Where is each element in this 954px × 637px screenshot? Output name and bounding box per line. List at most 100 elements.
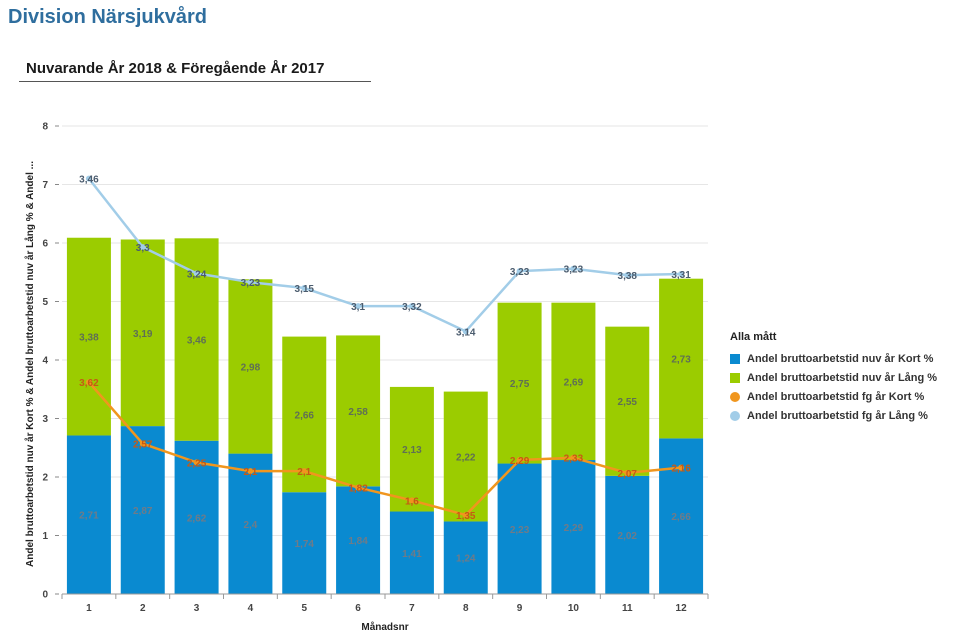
point-fg-lang	[462, 328, 469, 335]
data-label-fg-lang: 3,1	[351, 302, 365, 313]
point-fg-kort	[85, 379, 92, 386]
title-underline	[19, 81, 371, 82]
y-tick-label: 0	[42, 590, 48, 601]
point-fg-lang	[301, 285, 308, 292]
bar-nuv-lang	[551, 302, 596, 461]
data-label-fg-kort: 2,1	[243, 467, 257, 478]
point-fg-lang	[85, 175, 92, 182]
data-label-nuv-lang: 2,69	[564, 377, 584, 388]
data-label-nuv-lang: 2,22	[456, 453, 476, 464]
bar-nuv-lang	[228, 279, 273, 454]
legend-swatch-nuv-lang	[730, 372, 740, 383]
data-label-fg-kort: 1,6	[405, 496, 419, 507]
bar-nuv-lang	[659, 278, 704, 439]
bar-nuv-kort	[551, 460, 596, 594]
data-label-fg-kort: 2,25	[187, 458, 207, 469]
bar-nuv-kort	[174, 440, 219, 594]
legend-label-nuv-lang: Andel bruttoarbetstid nuv år Lång %	[747, 371, 938, 384]
legend-item-nuv-lang[interactable]: Andel bruttoarbetstid nuv år Lång %	[730, 368, 937, 387]
data-label-nuv-lang: 2,73	[671, 355, 691, 366]
data-label-fg-kort: 2,33	[564, 454, 584, 465]
data-label-fg-kort: 3,62	[79, 378, 99, 389]
point-fg-lang	[139, 244, 146, 251]
x-tick-label: 6	[355, 603, 361, 614]
data-label-fg-lang: 3,23	[564, 265, 584, 276]
x-tick-label: 2	[140, 603, 146, 614]
bar-nuv-kort	[389, 511, 434, 594]
bar-nuv-kort	[605, 475, 650, 594]
y-tick-label: 5	[42, 297, 48, 308]
legend-label-fg-lang: Andel bruttoarbetstid fg år Lång %	[747, 409, 928, 422]
legend-item-fg-lang[interactable]: Andel bruttoarbetstid fg år Lång %	[730, 406, 937, 425]
x-axis-title: Månadsnr	[361, 621, 408, 633]
legend-item-nuv-kort[interactable]: Andel bruttoarbetstid nuv år Kort %	[730, 349, 937, 368]
data-label-fg-lang: 3,31	[671, 270, 691, 281]
data-label-fg-lang: 3,32	[402, 302, 422, 313]
legend-item-fg-kort[interactable]: Andel bruttoarbetstid fg år Kort %	[730, 387, 937, 406]
point-fg-kort	[678, 464, 685, 471]
y-tick-label: 4	[42, 356, 48, 367]
data-label-nuv-kort: 2,02	[618, 531, 638, 542]
chart-title: Nuvarande År 2018 & Föregående År 2017	[26, 60, 325, 77]
point-fg-lang	[193, 270, 200, 277]
y-axis-title: Andel bruttoarbetstid nuv år Kort % & An…	[24, 161, 36, 567]
data-label-fg-lang: 3,14	[456, 327, 476, 338]
y-tick-label: 7	[42, 180, 48, 191]
bar-nuv-kort	[443, 521, 488, 594]
point-fg-lang	[408, 303, 415, 310]
point-fg-lang	[355, 303, 362, 310]
x-tick-label: 4	[248, 603, 254, 614]
y-tick-label: 1	[42, 531, 48, 542]
x-tick-label: 5	[301, 603, 307, 614]
data-label-fg-kort: 2,57	[133, 440, 153, 451]
data-label-nuv-lang: 3,19	[133, 329, 153, 340]
bar-nuv-lang	[282, 336, 327, 493]
y-tick-label: 6	[42, 239, 48, 250]
bar-nuv-kort	[659, 438, 704, 594]
bar-nuv-kort	[228, 453, 273, 594]
bar-nuv-kort	[120, 426, 165, 594]
data-label-fg-kort: 2,07	[618, 469, 638, 480]
point-fg-lang	[624, 272, 631, 279]
point-fg-kort	[355, 484, 362, 491]
bar-nuv-lang	[605, 326, 650, 476]
legend-swatch-fg-kort	[730, 391, 740, 402]
data-label-fg-lang: 3,24	[187, 269, 207, 280]
data-label-nuv-kort: 1,24	[456, 554, 476, 565]
point-fg-kort	[462, 512, 469, 519]
data-label-fg-kort: 1,82	[348, 484, 368, 495]
x-tick-label: 7	[409, 603, 415, 614]
x-tick-label: 9	[517, 603, 523, 614]
data-label-fg-kort: 2,1	[297, 467, 311, 478]
x-tick-label: 8	[463, 603, 469, 614]
bar-nuv-kort	[282, 492, 327, 594]
data-label-fg-kort: 1,35	[456, 511, 476, 522]
point-fg-lang	[570, 265, 577, 272]
point-fg-kort	[624, 469, 631, 476]
data-label-fg-lang: 3,46	[79, 175, 99, 186]
data-label-nuv-lang: 2,13	[402, 445, 422, 456]
point-fg-kort	[408, 497, 415, 504]
point-fg-lang	[516, 268, 523, 275]
bar-nuv-lang	[497, 302, 542, 464]
data-label-nuv-lang: 2,75	[510, 379, 530, 390]
legend-title: Alla mått	[730, 331, 777, 343]
y-tick-label: 3	[42, 414, 48, 425]
point-fg-kort	[247, 468, 254, 475]
data-label-fg-lang: 3,23	[510, 267, 530, 278]
bar-nuv-lang	[120, 239, 165, 427]
legend: Alla mått Andel bruttoarbetstid nuv år K…	[730, 331, 937, 425]
data-label-nuv-kort: 2,23	[510, 525, 530, 536]
data-label-nuv-kort: 2,87	[133, 506, 153, 517]
y-tick-label: 2	[42, 473, 48, 484]
x-tick-label: 1	[86, 603, 92, 614]
data-label-nuv-kort: 1,74	[295, 539, 315, 550]
legend-label-nuv-kort: Andel bruttoarbetstid nuv år Kort %	[747, 352, 934, 365]
data-label-fg-lang: 3,15	[295, 284, 315, 295]
bar-nuv-lang	[66, 237, 111, 436]
data-label-nuv-kort: 2,62	[187, 513, 207, 524]
y-tick-label: 8	[42, 122, 48, 133]
data-label-nuv-kort: 1,41	[402, 549, 422, 560]
x-tick-label: 3	[194, 603, 200, 614]
